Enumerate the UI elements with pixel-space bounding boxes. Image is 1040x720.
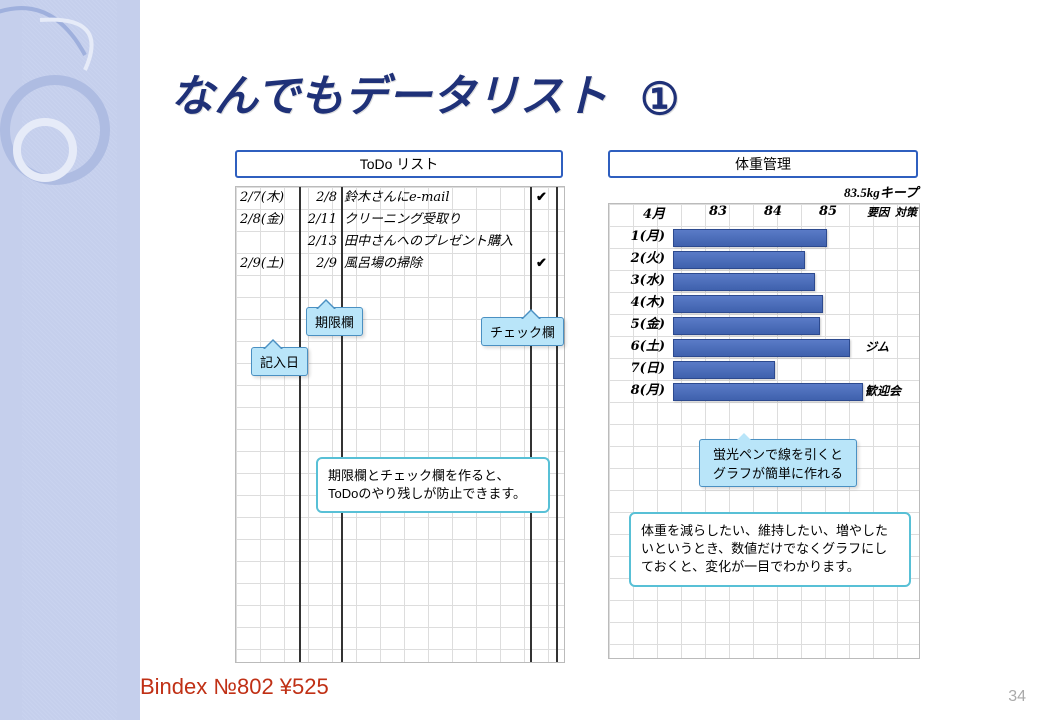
weight-bar [673,251,805,269]
weight-bar [673,295,823,313]
slide-title: なんでもデータリスト ① [170,60,680,125]
column-divider [299,187,301,662]
day-note: ジム [865,336,915,358]
slide-side-decoration [0,0,140,720]
check-mark: ✔ [536,253,556,275]
day-label: 2(火) [615,248,665,270]
header-action: 対策 [895,204,917,220]
task-text: クリーニング受取り [344,209,544,231]
weight-row: 5(金) [609,314,919,336]
weight-row: 8(月) 歓迎会 [609,380,919,402]
callout-entrydate: 記入日 [251,347,308,376]
entry-date: 2/8(金) [240,209,295,231]
weight-keep-label: 83.5kgキープ [608,182,918,201]
column-divider [341,187,343,662]
weight-row: 3(水) [609,270,919,292]
scale-label: 83 [709,204,727,219]
scale-label: 84 [764,204,782,219]
product-label: Bindex №802 ¥525 [140,674,329,700]
weight-bar [673,361,775,379]
todo-panel: ToDo リスト 2/7(木)2/8鈴木さんにe-mail✔2/8(金)2/11… [235,150,563,663]
day-label: 1(月) [615,226,665,248]
day-label: 5(金) [615,314,665,336]
callout-highlighter: 蛍光ペンで線を引くとグラフが簡単に作れる [699,439,857,487]
day-label: 7(日) [615,358,665,380]
weight-info-box: 体重を減らしたい、維持したい、増やしたいというとき、数値だけでなくグラフにしてお… [629,512,911,587]
column-divider [556,187,558,662]
check-mark: ✔ [536,187,556,209]
weight-bar [673,383,863,401]
day-label: 3(水) [615,270,665,292]
task-text: 田中さんへのプレゼント購入 [344,231,544,253]
title-number: ① [640,74,679,125]
page-number: 34 [1008,688,1026,706]
weight-row: 1(月) [609,226,919,248]
weight-row: 6(土) ジム [609,336,919,358]
decorative-arcs [0,0,140,260]
scale-label: 85 [819,204,837,219]
weight-row: 4(木) [609,292,919,314]
due-date: 2/13 [302,231,337,253]
weight-bar [673,317,820,335]
task-text: 風呂場の掃除 [344,253,544,275]
weight-row: 2(火) [609,248,919,270]
entry-date: 2/7(木) [240,187,295,209]
due-date: 2/11 [302,209,337,231]
callout-checkcol: チェック欄 [481,317,564,346]
task-text: 鈴木さんにe-mail [344,187,544,209]
weight-bar [673,229,827,247]
weight-bar [673,339,850,357]
day-label: 8(月) [615,380,665,402]
weight-panel: 体重管理 83.5kgキープ 4月 83 84 85 要因対策 1(月)2(火)3(水)4… [608,150,918,659]
entry-date: 2/9(土) [240,253,295,275]
weight-bar [673,273,815,291]
weight-panel-header: 体重管理 [608,150,918,178]
due-date: 2/9 [302,253,337,275]
header-cause: 要因 [867,204,889,220]
day-label: 4(木) [615,292,665,314]
weight-grid: 4月 83 84 85 要因対策 1(月)2(火)3(水)4(木)5(金)6(土) ジム 7(… [608,203,920,659]
todo-panel-header: ToDo リスト [235,150,563,178]
title-text: なんでもデータリスト [170,72,608,121]
callout-deadline: 期限欄 [306,307,363,336]
month-label: 4月 [615,204,665,226]
todo-grid: 2/7(木)2/8鈴木さんにe-mail✔2/8(金)2/11クリーニング受取り… [235,186,565,663]
day-label: 6(土) [615,336,665,358]
todo-info-box: 期限欄とチェック欄を作ると、ToDoのやり残しが防止できます。 [316,457,550,513]
day-note: 歓迎会 [865,380,915,402]
due-date: 2/8 [302,187,337,209]
weight-row: 7(日) [609,358,919,380]
